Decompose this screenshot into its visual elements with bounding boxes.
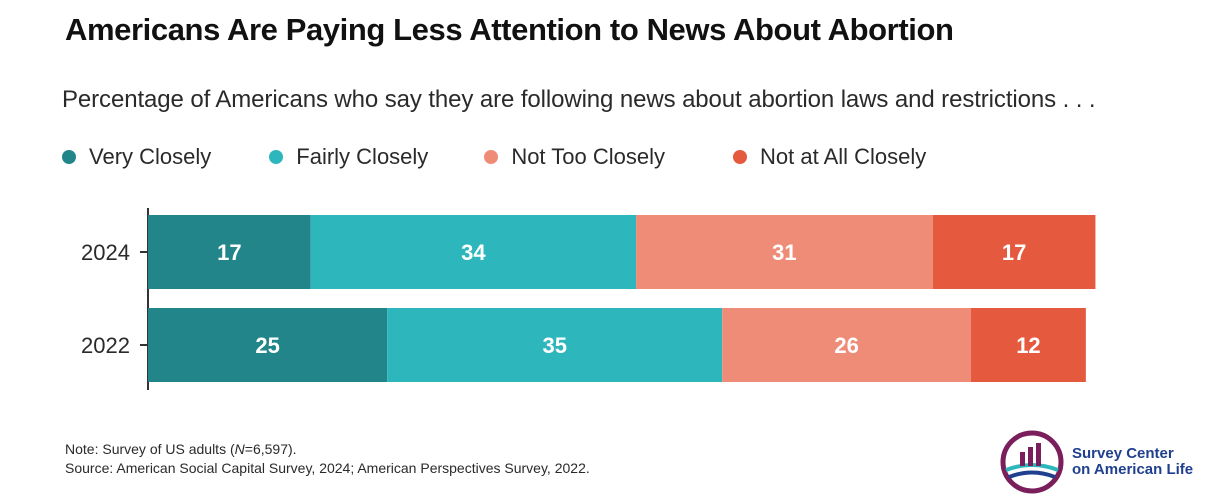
bar-2022-very-closely [148,308,388,382]
data-label-2022-not-too-closely: 26 [834,333,858,358]
legend: Very Closely Fairly Closely Not Too Clos… [62,144,926,170]
data-label-2022-not-at-all-closely: 12 [1016,333,1040,358]
stacked-bar-chart: 2024 17 34 31 17 2022 25 35 26 12 [81,208,1096,390]
note-line: Note: Survey of US adults (N=6,597). [65,441,297,457]
y-tick-label-2024: 2024 [81,240,130,265]
legend-label: Fairly Closely [296,144,429,169]
bar-2022-not-too-closely [722,308,972,382]
legend-label: Not at All Closely [759,144,927,169]
data-label-2024-not-at-all-closely: 17 [1002,240,1026,265]
legend-item-fairly-closely: Fairly Closely [269,144,428,170]
bar-2024-very-closely [148,215,311,289]
footnote: Note: Survey of US adults (N=6,597). Sou… [65,440,590,478]
chart-subtitle: Percentage of Americans who say they are… [62,86,1096,113]
bar-2024-not-at-all-closely [932,215,1096,289]
legend-label: Not Too Closely [511,144,665,169]
survey-center-logo: Survey Center on American Life [1000,430,1193,494]
legend-item-not-too-closely: Not Too Closely [484,144,665,170]
data-label-2024-fairly-closely: 34 [461,240,486,265]
bar-2024-fairly-closely [310,215,637,289]
legend-item-very-closely: Very Closely [62,144,211,170]
bar-2022-fairly-closely [387,308,723,382]
data-label-2022-very-closely: 25 [255,333,279,358]
legend-label: Very Closely [89,144,212,169]
chart-title: Americans Are Paying Less Attention to N… [65,12,954,47]
data-label-2024-not-too-closely: 31 [772,240,796,265]
bar-2022-not-at-all-closely [971,308,1086,382]
legend-swatch [62,150,76,164]
data-label-2024-very-closely: 17 [217,240,241,265]
bar-2024-not-too-closely [636,215,933,289]
legend-item-not-at-all-closely: Not at All Closely [732,144,927,170]
data-label-2022-fairly-closely: 35 [542,333,566,358]
legend-swatch [484,150,499,164]
legend-swatch [269,150,284,164]
survey-center-logo-icon [1000,430,1064,494]
y-tick-label-2022: 2022 [81,333,130,358]
legend-swatch [732,150,747,164]
logo-text: Survey Center on American Life [1072,445,1194,478]
source-line: Source: American Social Capital Survey, … [65,460,590,476]
